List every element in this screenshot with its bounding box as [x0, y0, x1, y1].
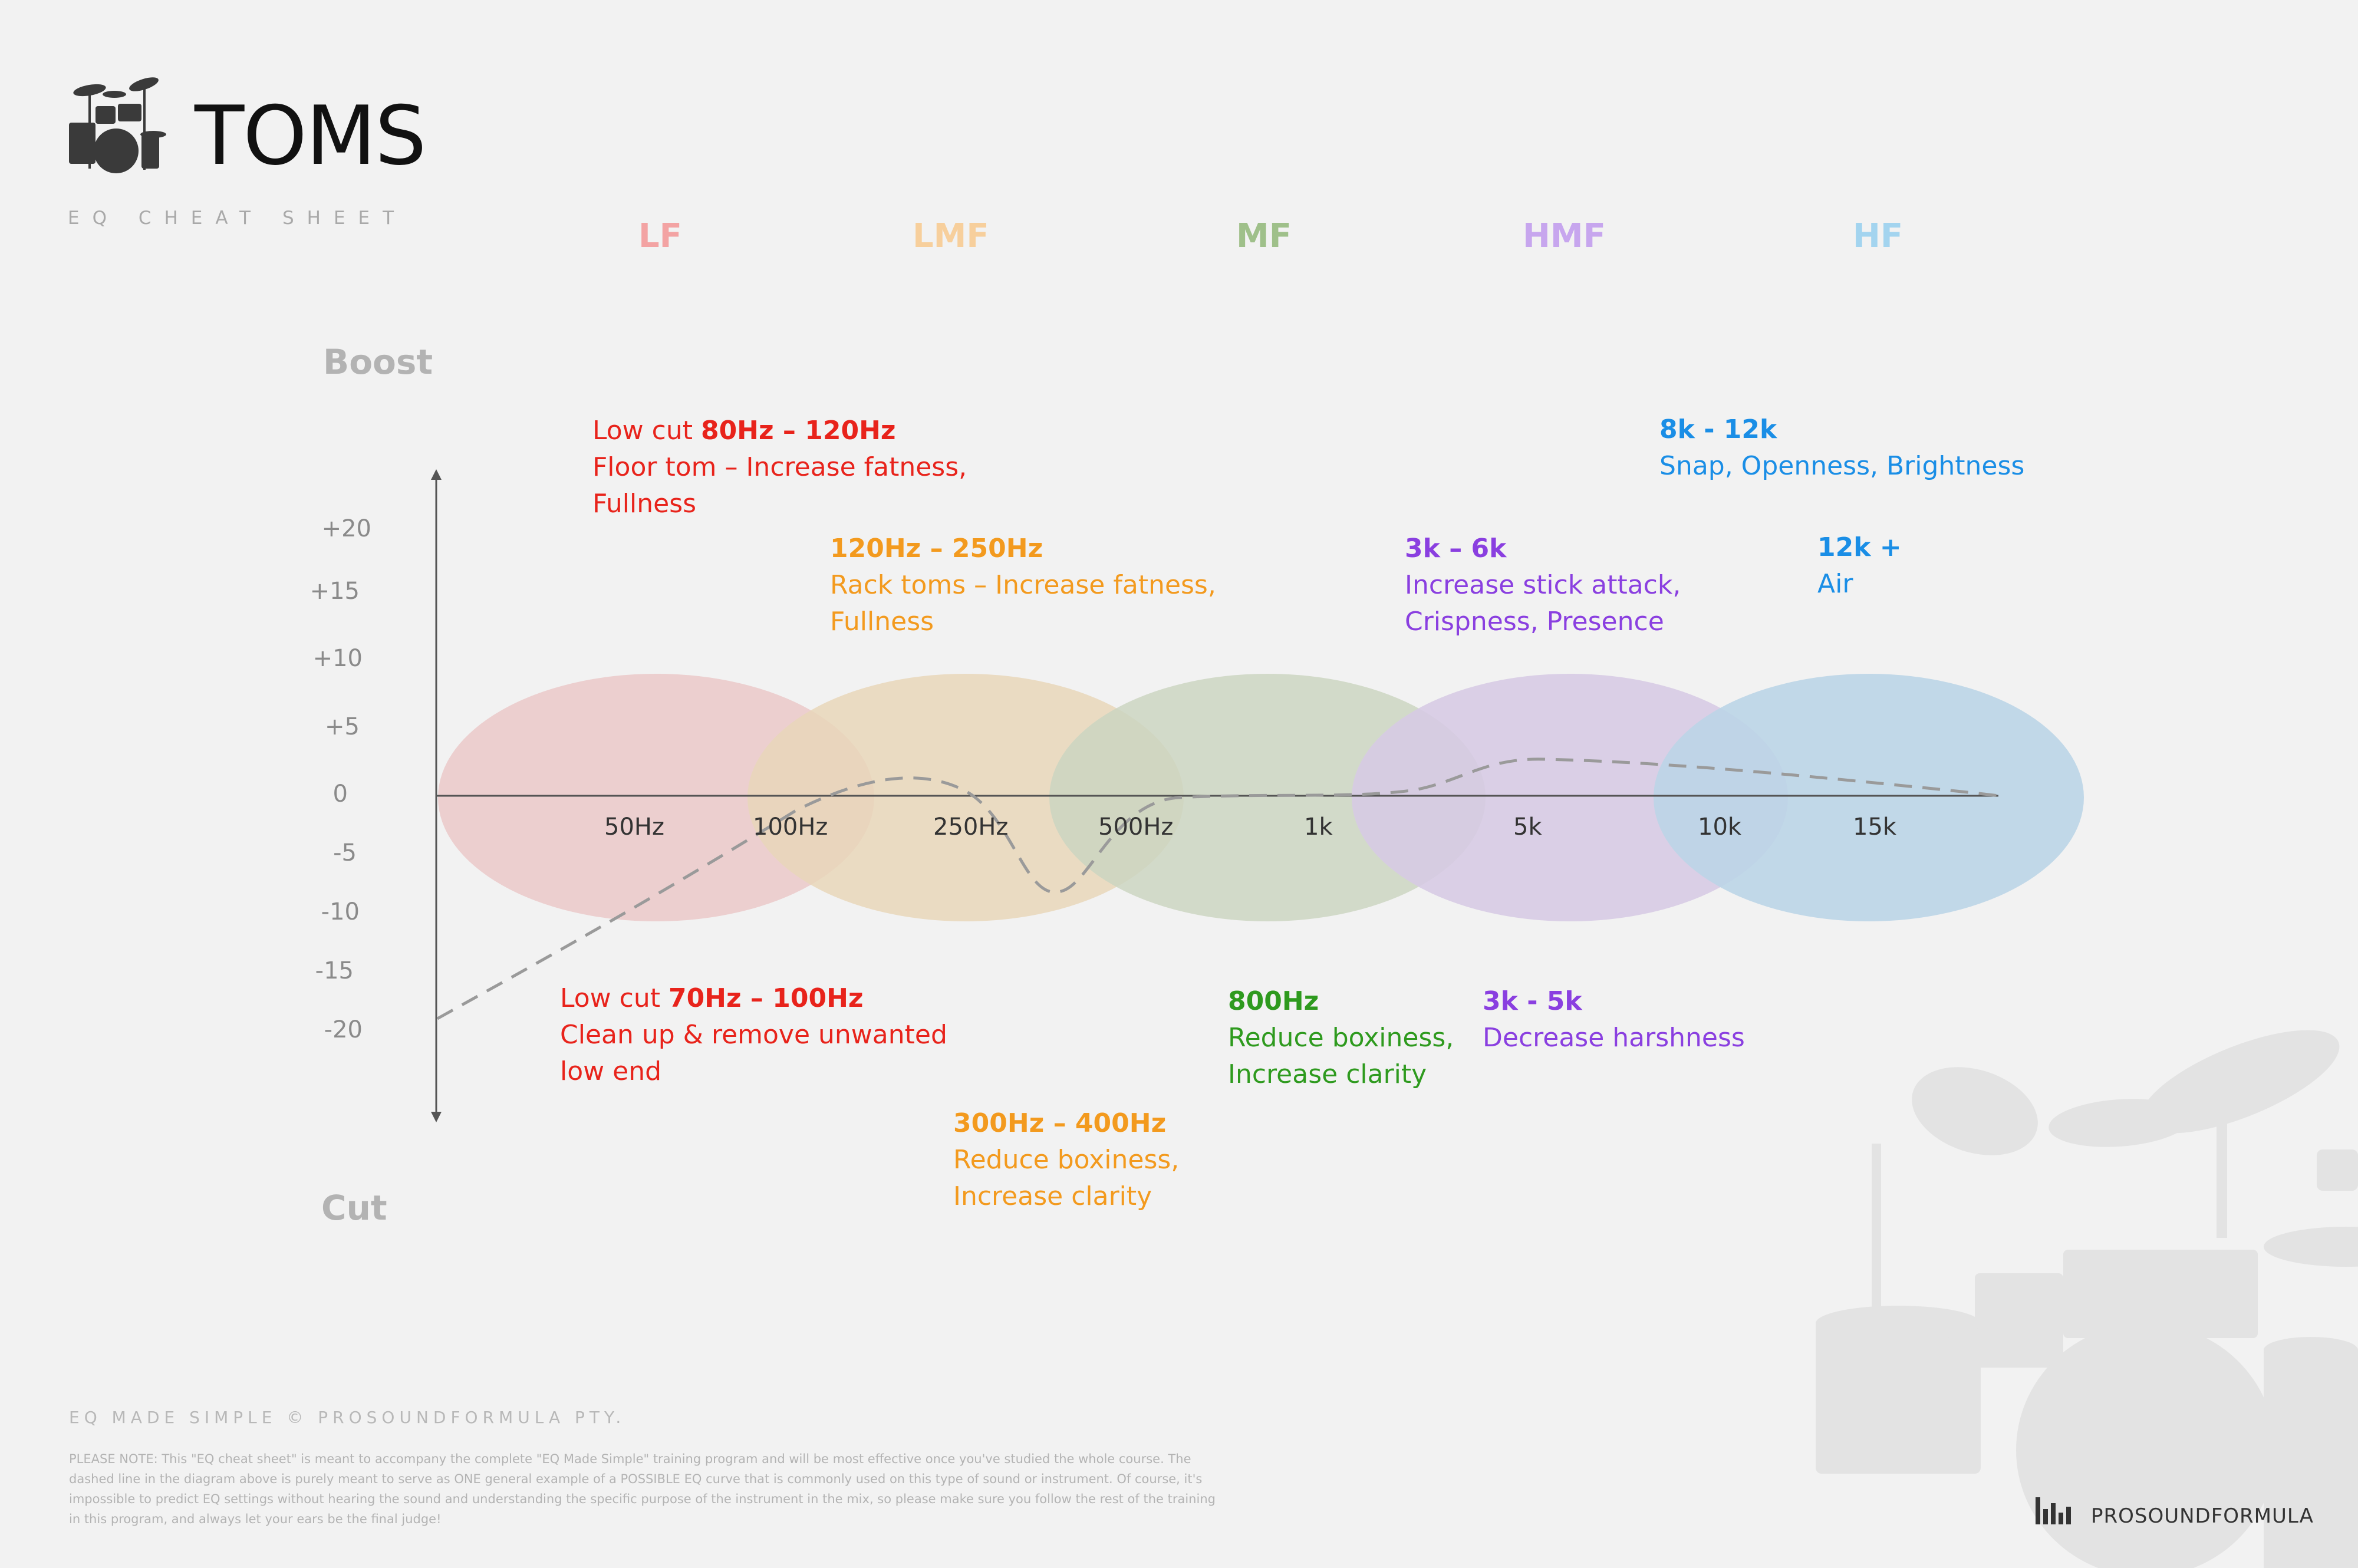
footer-disclaimer: PLEASE NOTE: This "EQ cheat sheet" is me…: [69, 1449, 1224, 1529]
annotation-low-cut-boost: Low cut 80Hz – 120Hz Floor tom – Increas…: [592, 413, 967, 522]
annotation-range: 800Hz: [1228, 986, 1319, 1016]
annotation-line: Clean up & remove unwanted: [560, 1017, 947, 1053]
annotation-hf-boost: 8k - 12k Snap, Openness, Brightness: [1659, 411, 2024, 485]
brand-bars-icon: [2036, 1497, 2071, 1524]
annotation-lmf-cut: 300Hz – 400Hz Reduce boxiness, Increase …: [953, 1105, 1179, 1215]
annotation-line: Increase clarity: [953, 1178, 1179, 1215]
annotation-hmf-boost: 3k – 6k Increase stick attack, Crispness…: [1405, 531, 1681, 640]
annotation-prefix: Low cut: [560, 983, 668, 1013]
annotation-line: Decrease harshness: [1483, 1020, 1745, 1056]
annotation-line: Reduce boxiness,: [953, 1142, 1179, 1178]
x-tick: 50Hz: [604, 813, 664, 841]
annotation-low-cut-cut: Low cut 70Hz – 100Hz Clean up & remove u…: [560, 980, 947, 1090]
x-tick: 500Hz: [1098, 813, 1173, 841]
x-tick: 250Hz: [933, 813, 1008, 841]
eq-diagram: [0, 0, 2358, 1568]
annotation-line: Fullness: [830, 604, 1216, 640]
annotation-lmf-boost: 120Hz – 250Hz Rack toms – Increase fatne…: [830, 531, 1216, 640]
annotation-range: 3k - 5k: [1483, 986, 1582, 1016]
annotation-range: 12k +: [1817, 532, 1902, 562]
annotation-range: 80Hz – 120Hz: [701, 416, 896, 446]
eq-cheat-sheet: TOMS EQ CHEAT SHEET LF LMF MF HMF HF Boo…: [0, 0, 2358, 1568]
annotation-range: 3k – 6k: [1405, 533, 1506, 564]
annotation-range: 8k - 12k: [1659, 414, 1777, 444]
annotation-hmf-cut: 3k - 5k Decrease harshness: [1483, 983, 1745, 1056]
x-tick: 5k: [1513, 813, 1542, 841]
annotation-line: low end: [560, 1053, 947, 1090]
annotation-line: Crispness, Presence: [1405, 604, 1681, 640]
annotation-line: Rack toms – Increase fatness,: [830, 567, 1216, 604]
footer-heading: EQ MADE SIMPLE © PROSOUNDFORMULA PTY.: [69, 1408, 625, 1427]
band-ellipse-hf: [1654, 674, 2084, 921]
brand-name: PROSOUNDFORMULA: [2091, 1504, 2314, 1528]
x-tick: 15k: [1853, 813, 1896, 841]
annotation-line: Fullness: [592, 486, 967, 522]
x-tick: 100Hz: [753, 813, 828, 841]
x-tick: 1k: [1304, 813, 1333, 841]
annotation-prefix: Low cut: [592, 416, 701, 446]
annotation-air-boost: 12k + Air: [1817, 529, 1902, 602]
annotation-line: Floor tom – Increase fatness,: [592, 449, 967, 486]
annotation-line: Snap, Openness, Brightness: [1659, 448, 2024, 485]
annotation-line: Air: [1817, 566, 1902, 602]
annotation-mf-cut: 800Hz Reduce boxiness, Increase clarity: [1228, 983, 1454, 1093]
annotation-range: 300Hz – 400Hz: [953, 1108, 1166, 1138]
annotation-line: Increase stick attack,: [1405, 567, 1681, 604]
annotation-line: Reduce boxiness,: [1228, 1020, 1454, 1056]
annotation-range: 120Hz – 250Hz: [830, 533, 1043, 564]
annotation-range: 70Hz – 100Hz: [668, 983, 864, 1013]
x-tick: 10k: [1698, 813, 1741, 841]
annotation-line: Increase clarity: [1228, 1056, 1454, 1093]
